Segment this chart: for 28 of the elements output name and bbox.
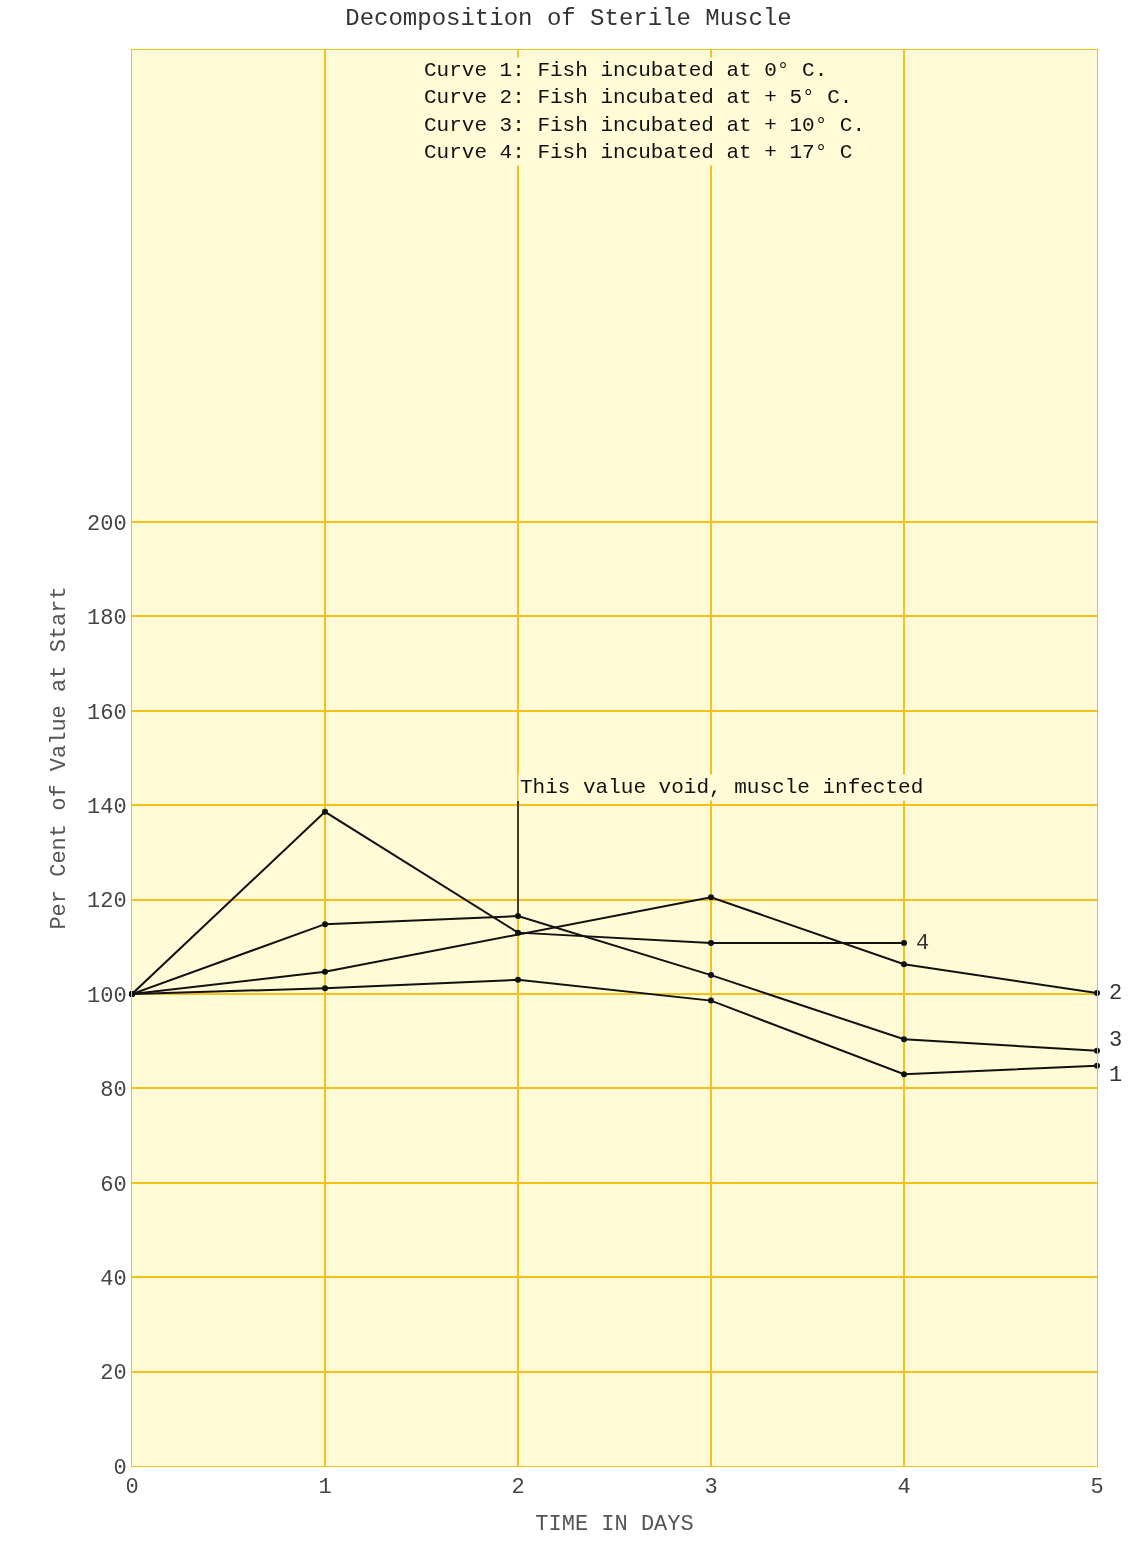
y-tick-label: 80: [100, 1078, 127, 1104]
y-tick-label: 160: [86, 700, 127, 726]
series-label: 1: [1109, 1063, 1123, 1088]
x-tick-label: 4: [897, 1475, 911, 1501]
y-tick-label: 0: [113, 1455, 127, 1481]
y-tick-label: 140: [86, 794, 127, 820]
y-tick-label: 200: [86, 511, 127, 537]
x-tick-label: 3: [704, 1475, 718, 1501]
annotation: Curve 4: Fish incubated at + 17° C: [424, 140, 853, 164]
x-tick-label: 2: [511, 1475, 525, 1501]
y-axis-title: Per Cent of Value at Start: [46, 586, 72, 930]
annotation: Curve 2: Fish incubated at + 5° C.: [424, 86, 853, 110]
x-tick-label: 5: [1090, 1475, 1104, 1501]
y-tick-label: 120: [86, 889, 127, 915]
y-tick-label: 40: [100, 1266, 127, 1292]
annotation: Curve 1: Fish incubated at 0° C.: [424, 59, 828, 82]
x-tick-label: 1: [318, 1475, 332, 1501]
y-tick-label: 100: [86, 983, 127, 1009]
y-tick-label: 180: [86, 606, 127, 632]
annotation: Curve 3: Fish incubated at + 10° C.: [424, 113, 866, 137]
series-label: 4: [916, 931, 930, 956]
x-axis-title: TIME IN DAYS: [535, 1512, 694, 1538]
series-label: 2: [1109, 981, 1123, 1006]
y-tick-label: 60: [100, 1172, 127, 1198]
chart-title: Decomposition of Sterile Muscle: [345, 4, 792, 32]
series-label: 3: [1109, 1028, 1123, 1053]
annotation: This value void, muscle infected: [520, 776, 924, 799]
y-tick-label: 20: [100, 1361, 127, 1387]
